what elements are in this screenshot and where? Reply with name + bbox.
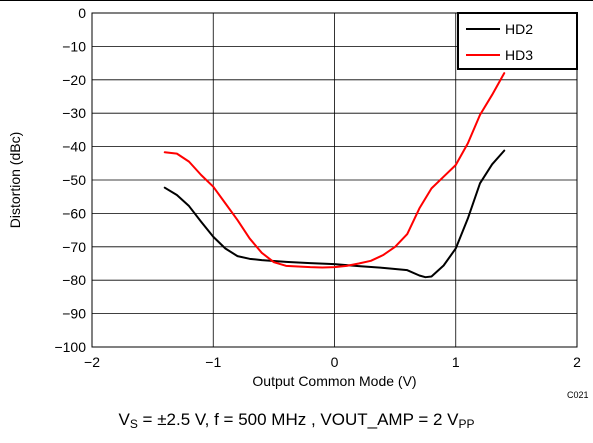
y-tick-label: −100 <box>54 339 86 355</box>
y-tick-label: −80 <box>62 272 86 288</box>
tick-labels: −2 −1 0 1 20−10−20−30−40−50−60−70−80−90−100 <box>54 5 581 370</box>
caption-conditions: = ±2.5 V, f = 500 MHz , VOUT_AMP = 2 V <box>137 410 459 429</box>
y-tick-label: −40 <box>62 139 86 155</box>
series-line-hd3 <box>163 72 506 269</box>
y-tick-label: 0 <box>78 5 86 21</box>
y-axis-label: Distortion (dBc) <box>7 132 23 228</box>
plot-area-border <box>91 12 578 348</box>
legend-box <box>457 12 578 70</box>
legend-label-hd2: HD2 <box>505 21 533 37</box>
top-border-line <box>0 0 593 1</box>
y-tick-label: −60 <box>62 205 86 221</box>
chart-caption: VS = ±2.5 V, f = 500 MHz , VOUT_AMP = 2 … <box>0 410 593 431</box>
x-tick-label: 2 <box>573 354 581 370</box>
x-tick-label: 1 <box>452 354 460 370</box>
y-tick-label: −10 <box>62 38 86 54</box>
figure-code: C021 <box>567 390 589 400</box>
x-tick-label: −1 <box>205 354 221 370</box>
y-tick-label: −20 <box>62 72 86 88</box>
legend-label-hd3: HD3 <box>505 47 533 63</box>
x-axis-label: Output Common Mode (V) <box>252 373 416 389</box>
caption-v: V <box>118 410 130 429</box>
y-tick-label: −90 <box>62 306 86 322</box>
y-tick-label: −30 <box>62 105 86 121</box>
series-layer <box>163 72 506 279</box>
legend: HD2 HD3 <box>457 12 578 70</box>
y-tick-label: −50 <box>62 172 86 188</box>
caption-pp-subscript: PP <box>458 417 475 431</box>
x-tick-label: 0 <box>331 354 339 370</box>
caption-s-subscript: S <box>129 417 138 431</box>
distortion-chart: −2 −1 0 1 20−10−20−30−40−50−60−70−80−90−100 … <box>7 5 589 400</box>
x-tick-label: −2 <box>84 354 100 370</box>
y-tick-label: −70 <box>62 239 86 255</box>
